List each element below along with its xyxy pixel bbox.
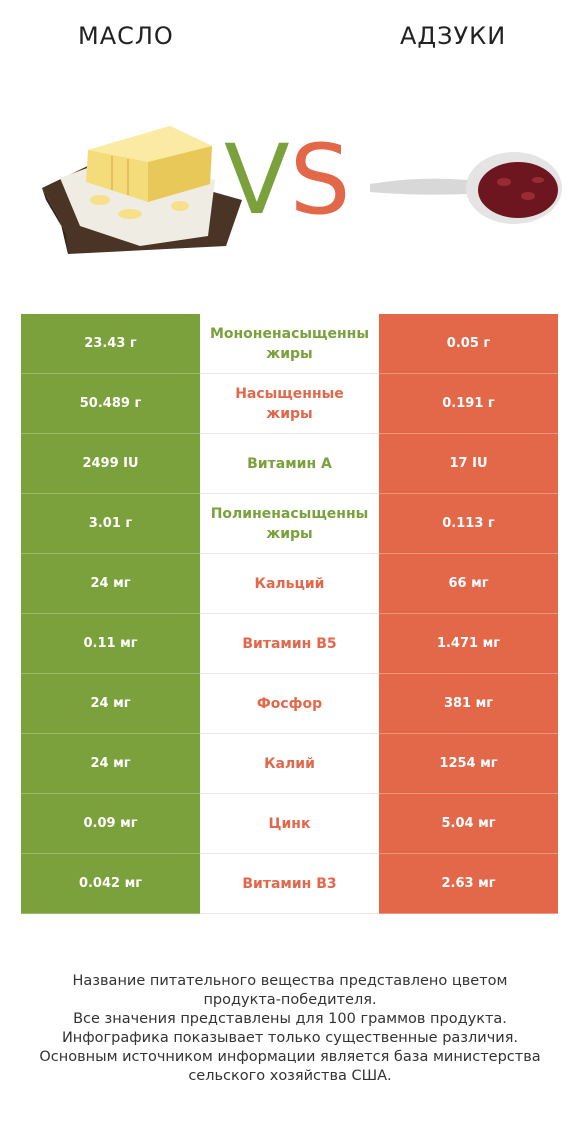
nutrient-label: Витамин A [247, 454, 332, 474]
left-value: 3.01 г [21, 494, 200, 554]
left-value: 24 мг [21, 734, 200, 794]
nutrient-name: Витамин B5 [200, 614, 379, 674]
table-row: 0.042 мг Витамин B3 2.63 мг [21, 854, 558, 914]
adzuki-beans [478, 162, 558, 218]
right-value: 66 мг [379, 554, 558, 614]
footnote: Название питательного вещества представл… [0, 972, 580, 1086]
nutrient-label: Фосфор [257, 694, 322, 714]
right-value: 2.63 мг [379, 854, 558, 914]
nutrient-label: Насыщенные жиры [235, 384, 344, 424]
cutting-board-edge [42, 188, 68, 254]
nutrient-label: Кальций [255, 574, 325, 594]
nutrient-label: Полиненасыщенны жиры [211, 504, 369, 544]
nutrient-label: Мононенасыщенны жиры [210, 324, 369, 364]
nutrient-label-line: Витамин B5 [242, 635, 337, 652]
nutrient-label-line: жиры [266, 525, 313, 542]
nutrient-name: Витамин A [200, 434, 379, 494]
nutrient-label-line: Насыщенные [235, 385, 344, 402]
nutrient-label-line: Кальций [254, 575, 325, 592]
table-row: 2499 IU Витамин A 17 IU [21, 434, 558, 494]
right-value: 17 IU [379, 434, 558, 494]
left-value: 24 мг [21, 674, 200, 734]
left-product-title: МАСЛО [78, 22, 174, 50]
vs-label: VS [224, 132, 351, 228]
butter-top [88, 126, 212, 162]
butter-curl [171, 201, 189, 211]
table-row: 24 мг Кальций 66 мг [21, 554, 558, 614]
nutrient-name: Насыщенные жиры [200, 374, 379, 434]
table-row: 3.01 г Полиненасыщенны жиры 0.113 г [21, 494, 558, 554]
butter-illustration [42, 126, 242, 254]
right-value: 0.113 г [379, 494, 558, 554]
footnote-line: сельского хозяйства США. [188, 1068, 392, 1084]
table-row: 0.09 мг Цинк 5.04 мг [21, 794, 558, 854]
nutrient-name: Витамин B3 [200, 854, 379, 914]
left-value: 2499 IU [21, 434, 200, 494]
nutrient-label-line: Цинк [268, 815, 311, 832]
left-value: 0.042 мг [21, 854, 200, 914]
left-value: 23.43 г [21, 314, 200, 374]
bean-highlight [521, 192, 535, 200]
right-product-title: АДЗУКИ [400, 22, 507, 50]
table-row: 24 мг Фосфор 381 мг [21, 674, 558, 734]
comparison-table: 23.43 г Мононенасыщенны жиры 0.05 г 50.489 г… [21, 314, 558, 914]
spoon-with-beans-illustration [370, 152, 562, 224]
footnote-line: продукта-победителя. [203, 992, 377, 1008]
bean-highlight [532, 177, 544, 183]
table-row: 50.489 г Насыщенные жиры 0.191 г [21, 374, 558, 434]
nutrient-label-line: жиры [266, 345, 313, 362]
nutrient-label: Витамин B5 [242, 634, 336, 654]
butter-side [148, 146, 212, 202]
nutrient-label-line: Мононенасыщенны [209, 325, 370, 342]
footnote-line: Инфографика показывает только существенн… [61, 1030, 519, 1046]
table-row: 23.43 г Мононенасыщенны жиры 0.05 г [21, 314, 558, 374]
footnote-line: Основным источником информации является … [39, 1049, 541, 1065]
right-value: 1.471 мг [379, 614, 558, 674]
nutrient-label-line: Витамин A [247, 455, 332, 472]
nutrient-name: Полиненасыщенны жиры [200, 494, 379, 554]
right-value: 0.05 г [379, 314, 558, 374]
nutrient-name: Калий [200, 734, 379, 794]
nutrient-label-line: Полиненасыщенны [210, 505, 369, 522]
nutrient-name: Кальций [200, 554, 379, 614]
nutrient-label: Витамин B3 [242, 874, 336, 894]
footnote-line: Все значения представлены для 100 граммо… [73, 1011, 507, 1027]
right-value: 5.04 мг [379, 794, 558, 854]
right-value: 0.191 г [379, 374, 558, 434]
right-value: 381 мг [379, 674, 558, 734]
vs-v: V [224, 124, 290, 236]
vs-s: S [289, 124, 351, 236]
left-value: 24 мг [21, 554, 200, 614]
bean-highlight [497, 178, 511, 186]
nutrient-name: Мононенасыщенны жиры [200, 314, 379, 374]
footnote-line: Название питательного вещества представл… [72, 973, 508, 989]
nutrient-label: Цинк [269, 814, 311, 834]
nutrient-label: Калий [264, 754, 315, 774]
nutrient-label-line: Фосфор [256, 695, 323, 712]
right-value: 1254 мг [379, 734, 558, 794]
left-value: 50.489 г [21, 374, 200, 434]
nutrient-name: Фосфор [200, 674, 379, 734]
spoon-handle [370, 178, 468, 195]
nutrient-label-line: Витамин B3 [242, 875, 337, 892]
butter-curl [90, 195, 110, 205]
nutrient-label-line: жиры [266, 405, 313, 422]
left-value: 0.11 мг [21, 614, 200, 674]
nutrient-label-line: Калий [264, 755, 315, 772]
left-value: 0.09 мг [21, 794, 200, 854]
nutrient-name: Цинк [200, 794, 379, 854]
butter-curl [118, 209, 142, 219]
table-row: 0.11 мг Витамин B5 1.471 мг [21, 614, 558, 674]
table-row: 24 мг Калий 1254 мг [21, 734, 558, 794]
